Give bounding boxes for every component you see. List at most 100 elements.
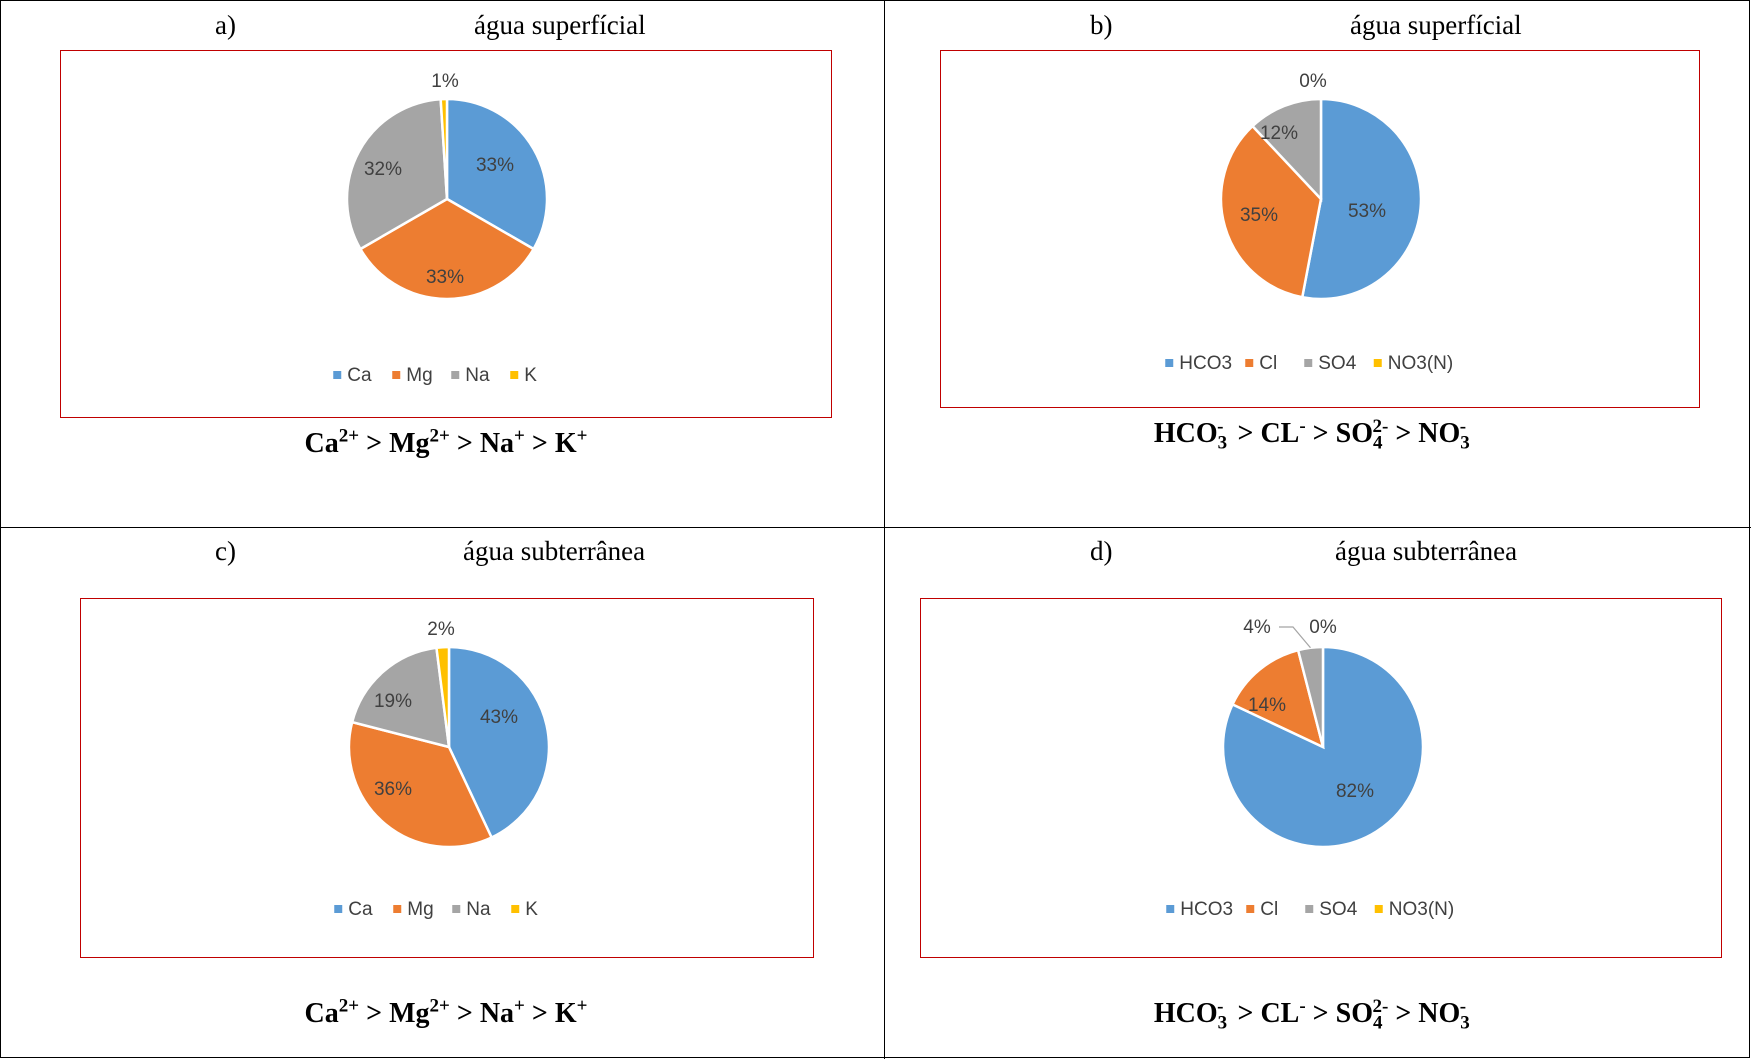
- legend-swatch: [451, 371, 460, 379]
- data-label-no3-n-: 0%: [1299, 71, 1327, 92]
- data-label-so4: 12%: [1260, 123, 1298, 144]
- row-divider: [0, 527, 1751, 528]
- formula-operator: >: [1388, 418, 1419, 449]
- legend-swatch: [510, 371, 519, 379]
- data-label-ca: 33%: [476, 155, 514, 176]
- formula-operator: >: [359, 428, 390, 459]
- legend-label: HCO3: [1179, 353, 1232, 374]
- legend-item-ca: Ca: [333, 365, 372, 386]
- data-label-k: 2%: [427, 619, 455, 640]
- ion-order-formula: Ca2+ > Mg2+ > Na+ > K+: [304, 425, 588, 460]
- formula-operator: >: [449, 998, 480, 1029]
- pie-slice-ca: [447, 645, 551, 840]
- pie-chart-area: 53% 35% 12% 0% HCO3 Cl SO4 NO3(N): [940, 50, 1700, 408]
- legend-swatch: [1246, 905, 1255, 913]
- panel-title: água subterrânea: [1335, 536, 1518, 566]
- formula-operator: >: [1305, 418, 1336, 449]
- pie-chart-area: 33% 33% 32% 1% Ca Mg Na K: [60, 50, 832, 418]
- panel-title: água superfícial: [1350, 10, 1522, 40]
- legend-item-mg: Mg: [392, 365, 433, 386]
- legend-label: K: [525, 899, 538, 920]
- pie-slice-k: [435, 645, 451, 748]
- pie-chart-svg: 82% 14% 4% 0% HCO3 Cl SO4 NO3(N): [1166, 617, 1454, 920]
- formula-ion: Na+: [479, 425, 525, 459]
- formula-operator: >: [524, 998, 555, 1029]
- legend-label: SO4: [1318, 353, 1356, 374]
- legend-swatch: [1373, 359, 1382, 367]
- pie-chart-svg: 33% 33% 32% 1% Ca Mg Na K: [333, 71, 549, 386]
- panel-title: água superfícial: [474, 10, 646, 40]
- pie-slice-cl: [1219, 124, 1323, 299]
- column-divider: [884, 0, 885, 1059]
- formula-ion: Ca2+: [304, 995, 360, 1029]
- ion-order-formula: Ca2+ > Mg2+ > Na+ > K+: [304, 995, 588, 1030]
- legend-item-cl: Cl: [1245, 353, 1277, 374]
- legend-item-so4: SO4: [1304, 353, 1357, 374]
- legend-label: K: [524, 365, 537, 386]
- legend-item-cl: Cl: [1246, 899, 1278, 920]
- legend-item-no3-n-: NO3(N): [1373, 353, 1453, 374]
- pie-slice-k: [439, 97, 449, 200]
- legend-swatch: [1166, 905, 1175, 913]
- formula-ion: Mg2+: [389, 995, 450, 1029]
- formula-ion: Na+: [479, 995, 525, 1029]
- data-label-na: 32%: [364, 159, 402, 180]
- formula-operator: >: [1305, 998, 1336, 1029]
- panel-label: a): [215, 10, 236, 40]
- formula-ion: CL-: [1260, 995, 1306, 1029]
- data-label-no3-n-: 0%: [1309, 617, 1337, 638]
- panel-title: água subterrânea: [463, 536, 646, 566]
- legend-swatch: [393, 905, 402, 913]
- legend-item-no3-n-: NO3(N): [1374, 899, 1454, 920]
- legend-item-hco3: HCO3: [1165, 353, 1232, 374]
- legend-swatch: [511, 905, 520, 913]
- formula-ion: SO42-: [1335, 995, 1389, 1034]
- formula-ion: CL-: [1260, 415, 1306, 449]
- pie-chart-svg: 53% 35% 12% 0% HCO3 Cl SO4 NO3(N): [1165, 71, 1453, 374]
- legend-item-mg: Mg: [393, 899, 434, 920]
- formula-ion: SO42-: [1335, 415, 1389, 454]
- legend-swatch: [1245, 359, 1254, 367]
- legend-item-na: Na: [452, 899, 491, 920]
- legend-label: SO4: [1319, 899, 1357, 920]
- pie-slice-na: [345, 97, 449, 251]
- legend-label: NO3(N): [1388, 353, 1453, 374]
- formula-ion: HCO3-: [1153, 415, 1228, 454]
- legend-item-so4: SO4: [1305, 899, 1358, 920]
- formula-operator: >: [1223, 418, 1261, 449]
- legend-label: Ca: [348, 899, 373, 920]
- legend-label: HCO3: [1180, 899, 1233, 920]
- legend-label: Na: [465, 365, 490, 386]
- legend-label: Ca: [347, 365, 372, 386]
- formula-ion: HCO3-: [1153, 995, 1228, 1034]
- formula-ion: NO3-: [1418, 995, 1470, 1034]
- pie-slice-so4: [1296, 645, 1325, 748]
- data-label-cl: 14%: [1248, 695, 1286, 716]
- legend-swatch: [1374, 905, 1383, 913]
- formula-operator: >: [449, 428, 480, 459]
- formula-operator: >: [524, 428, 555, 459]
- formula-ion: K+: [554, 425, 588, 459]
- pie-slice-na: [350, 646, 451, 749]
- data-label-na: 19%: [374, 691, 412, 712]
- formula-ion: Ca2+: [304, 425, 360, 459]
- pie-slice-ca: [445, 97, 549, 251]
- formula-operator: >: [1223, 998, 1261, 1029]
- legend-swatch: [1165, 359, 1174, 367]
- legend-swatch: [1304, 359, 1313, 367]
- legend-swatch: [452, 905, 461, 913]
- formula-ion: NO3-: [1418, 415, 1470, 454]
- legend-item-ca: Ca: [334, 899, 373, 920]
- data-label-k: 1%: [431, 71, 459, 92]
- legend-item-k: K: [510, 365, 537, 386]
- ion-order-formula: HCO3- > CL- > SO42- > NO3-: [1153, 995, 1470, 1034]
- legend-label: Mg: [406, 365, 432, 386]
- legend-item-k: K: [511, 899, 538, 920]
- pie-chart-svg: 43% 36% 19% 2% Ca Mg Na K: [334, 619, 551, 920]
- legend-label: Mg: [407, 899, 433, 920]
- legend-swatch: [333, 371, 342, 379]
- legend-label: Cl: [1259, 353, 1277, 374]
- leader-line: [1279, 626, 1311, 649]
